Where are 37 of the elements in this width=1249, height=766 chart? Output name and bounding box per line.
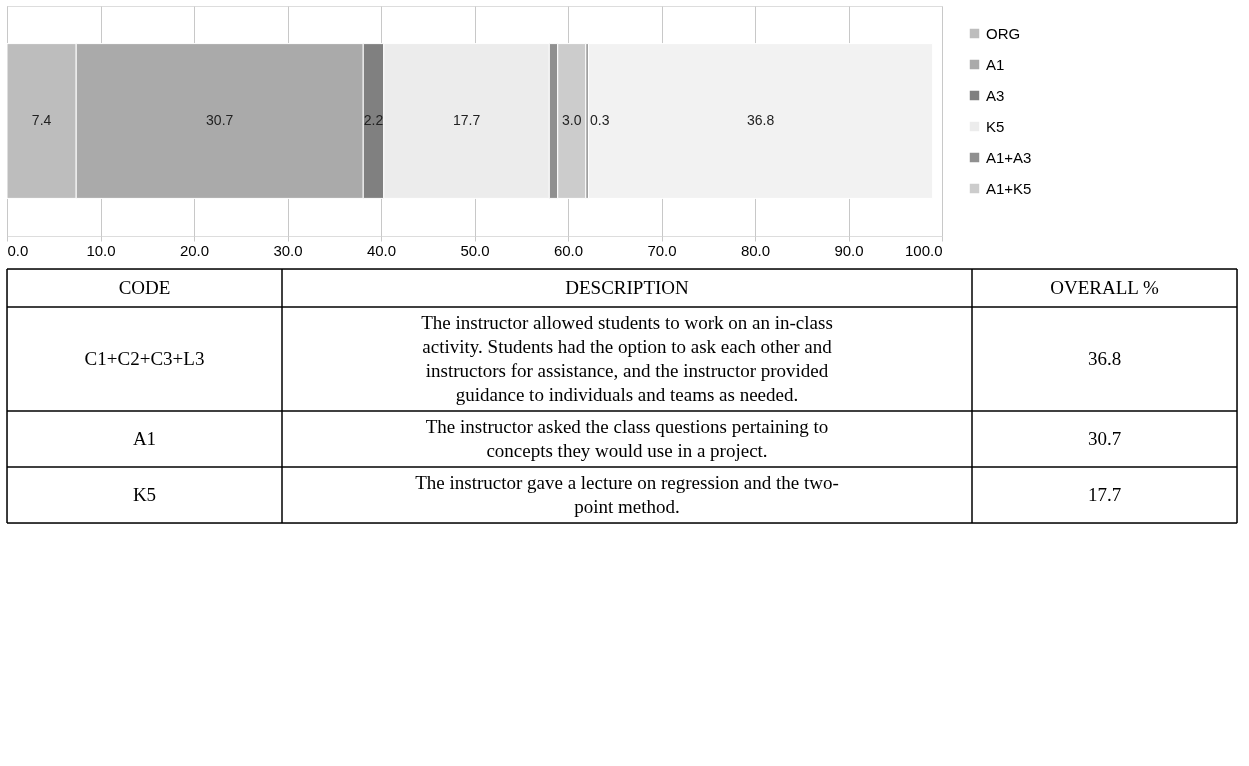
text: 36.8: [1087, 348, 1122, 369]
text: CODE: [118, 277, 171, 298]
text: The instructor asked the class questions pertaining to concepts they would use in a project.: [425, 416, 829, 461]
text: A1: [132, 428, 157, 449]
text: The instructor allowed students to work on an in-class activity. Students had the option to ask each other and instructors for assistance, and the instructor provided guidance to individuals and teams as needed.: [421, 312, 833, 405]
x-tick-label: 0.0: [7, 241, 29, 259]
x-tick-label: 20.0: [179, 241, 210, 259]
legend-label: A1+A3: [986, 148, 1032, 166]
x-tick-label: 70.0: [647, 241, 677, 259]
x-tick-label: 40.0: [366, 241, 397, 259]
text: The instructor gave a lecture on regression and the two-point method.: [415, 472, 839, 517]
x-tick-label: 50.0: [460, 241, 490, 259]
legend-label: A1: [986, 55, 1005, 73]
x-tick-label: 30.0: [273, 241, 303, 259]
text: OVERALL %: [1050, 277, 1159, 298]
data-label: 36.8: [746, 112, 775, 128]
x-tick-label: 80.0: [740, 241, 771, 259]
data-label: 30.7: [206, 112, 234, 128]
x-tick-label: 60.0: [553, 241, 584, 259]
data-label: 0.3: [589, 112, 610, 128]
data-label: 2.2: [363, 112, 384, 128]
data-label: 3.0: [562, 112, 582, 128]
legend-label: K5: [986, 117, 1005, 135]
x-tick-label: 10.0: [86, 241, 116, 259]
text: DESCRIPTION: [565, 277, 690, 298]
data-label: 7.4: [31, 112, 52, 128]
legend-label: A3: [986, 86, 1005, 104]
legend-label: ORG: [986, 24, 1021, 42]
text: K5: [132, 484, 157, 505]
x-tick-label: 100.0: [904, 241, 943, 259]
text: 17.7: [1087, 484, 1122, 505]
text: 30.7: [1087, 428, 1122, 449]
legend-label: A1+K5: [986, 179, 1032, 197]
x-tick-label: 90.0: [834, 241, 864, 259]
bar: [588, 43, 934, 199]
text: C1+C2+C3+L3: [84, 348, 205, 369]
data-label: 17.7: [452, 112, 481, 128]
